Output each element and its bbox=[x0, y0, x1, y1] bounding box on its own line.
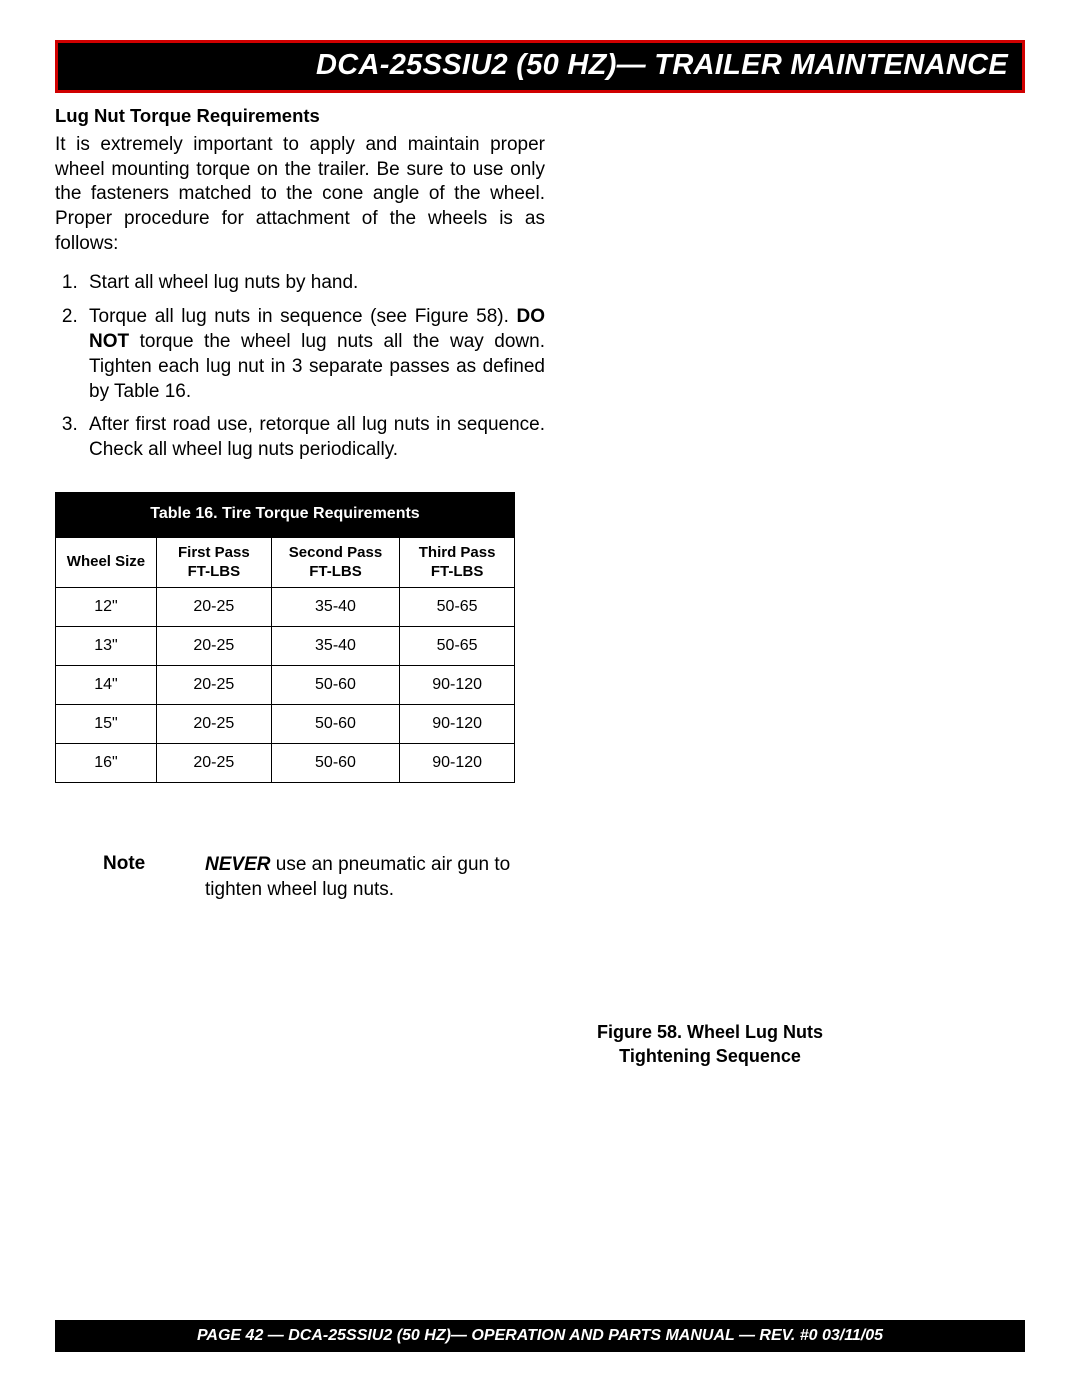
intro-paragraph: It is extremely important to apply and m… bbox=[55, 133, 545, 256]
table-row: 14" 20-25 50-60 90-120 bbox=[56, 666, 515, 705]
note-never: NEVER bbox=[205, 854, 270, 875]
col-second-pass: Second Pass FT-LBS bbox=[271, 537, 400, 588]
table-row: 16" 20-25 50-60 90-120 bbox=[56, 744, 515, 783]
cell-p2: 50-60 bbox=[271, 744, 400, 783]
cell-p1: 20-25 bbox=[156, 627, 271, 666]
step-1-text: Start all wheel lug nuts by hand. bbox=[89, 272, 358, 293]
cell-p3: 90-120 bbox=[400, 705, 515, 744]
main-content-column: Lug Nut Torque Requirements It is extrem… bbox=[55, 105, 545, 903]
cell-p1: 20-25 bbox=[156, 588, 271, 627]
step-3-text: After first road use, retorque all lug n… bbox=[89, 414, 545, 460]
note-text: NEVER use an pneumatic air gun to tighte… bbox=[205, 853, 545, 902]
cell-size: 14" bbox=[56, 666, 157, 705]
note-block: Note NEVER use an pneumatic air gun to t… bbox=[55, 853, 545, 902]
figure-caption: Figure 58. Wheel Lug Nuts Tightening Seq… bbox=[580, 1020, 840, 1069]
col-wheel-size: Wheel Size bbox=[56, 537, 157, 588]
figure-caption-line2: Tightening Sequence bbox=[619, 1046, 801, 1066]
page-footer-bar: PAGE 42 — DCA-25SSIU2 (50 HZ)— OPERATION… bbox=[55, 1320, 1025, 1352]
step-3: After first road use, retorque all lug n… bbox=[83, 412, 545, 462]
cell-p2: 50-60 bbox=[271, 666, 400, 705]
cell-size: 13" bbox=[56, 627, 157, 666]
cell-p3: 50-65 bbox=[400, 588, 515, 627]
page-header-title: DCA-25SSIU2 (50 HZ)— TRAILER MAINTENANCE bbox=[316, 49, 1008, 81]
figure-caption-line1: Figure 58. Wheel Lug Nuts bbox=[597, 1022, 823, 1042]
cell-size: 12" bbox=[56, 588, 157, 627]
cell-p3: 90-120 bbox=[400, 744, 515, 783]
table-row: 15" 20-25 50-60 90-120 bbox=[56, 705, 515, 744]
step-2-text-c: torque the wheel lug nuts all the way do… bbox=[89, 331, 545, 402]
step-1: Start all wheel lug nuts by hand. bbox=[83, 270, 545, 295]
cell-size: 15" bbox=[56, 705, 157, 744]
page-header-bar: DCA-25SSIU2 (50 HZ)— TRAILER MAINTENANCE bbox=[55, 40, 1025, 93]
step-2-text-a: Torque all lug nuts in sequence (see Fig… bbox=[89, 306, 517, 327]
table-row: 12" 20-25 35-40 50-65 bbox=[56, 588, 515, 627]
cell-p1: 20-25 bbox=[156, 744, 271, 783]
col-second-pass-l1: Second Pass bbox=[289, 544, 382, 561]
cell-size: 16" bbox=[56, 744, 157, 783]
table-header-row: Wheel Size First Pass FT-LBS Second Pass… bbox=[56, 537, 515, 588]
cell-p1: 20-25 bbox=[156, 666, 271, 705]
col-third-pass: Third Pass FT-LBS bbox=[400, 537, 515, 588]
col-first-pass-l2: FT-LBS bbox=[188, 563, 241, 580]
cell-p3: 90-120 bbox=[400, 666, 515, 705]
cell-p3: 50-65 bbox=[400, 627, 515, 666]
table-title-row: Table 16. Tire Torque Requirements bbox=[56, 492, 515, 537]
col-first-pass: First Pass FT-LBS bbox=[156, 537, 271, 588]
footer-text: PAGE 42 — DCA-25SSIU2 (50 HZ)— OPERATION… bbox=[197, 1327, 883, 1344]
step-2: Torque all lug nuts in sequence (see Fig… bbox=[83, 304, 545, 404]
col-third-pass-l2: FT-LBS bbox=[431, 563, 484, 580]
cell-p2: 35-40 bbox=[271, 588, 400, 627]
cell-p1: 20-25 bbox=[156, 705, 271, 744]
note-label: Note bbox=[55, 853, 205, 902]
col-third-pass-l1: Third Pass bbox=[419, 544, 496, 561]
procedure-list: Start all wheel lug nuts by hand. Torque… bbox=[55, 270, 545, 462]
col-first-pass-l1: First Pass bbox=[178, 544, 250, 561]
table-title: Table 16. Tire Torque Requirements bbox=[56, 492, 515, 537]
cell-p2: 50-60 bbox=[271, 705, 400, 744]
col-second-pass-l2: FT-LBS bbox=[309, 563, 362, 580]
torque-table: Table 16. Tire Torque Requirements Wheel… bbox=[55, 492, 515, 784]
cell-p2: 35-40 bbox=[271, 627, 400, 666]
table-row: 13" 20-25 35-40 50-65 bbox=[56, 627, 515, 666]
section-heading: Lug Nut Torque Requirements bbox=[55, 105, 545, 127]
